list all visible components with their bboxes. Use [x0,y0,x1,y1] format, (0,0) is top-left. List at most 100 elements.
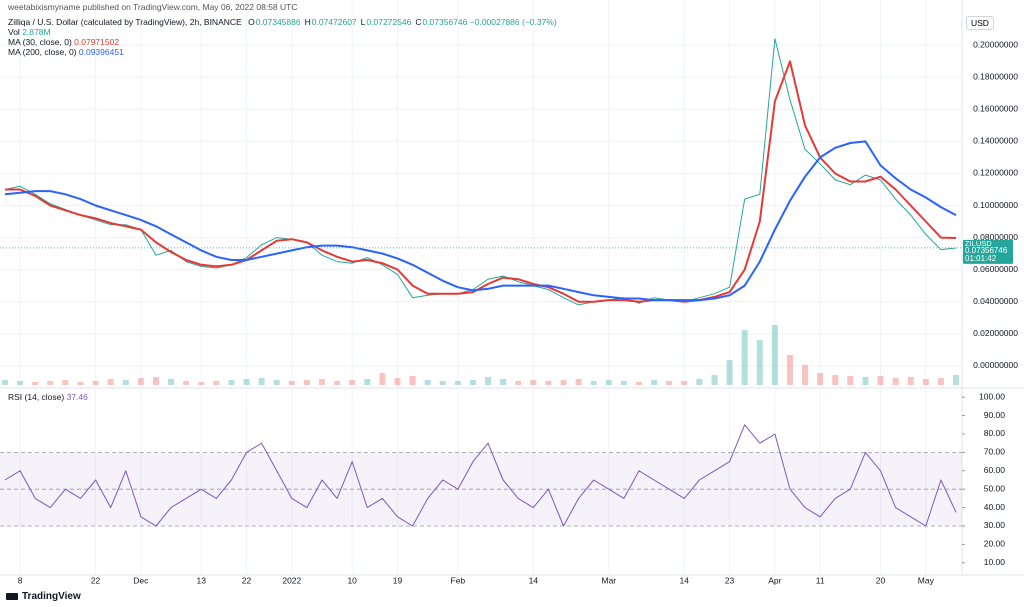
series-line [4,424,957,527]
volume-bar [847,376,854,385]
volume-bar [409,376,416,385]
volume-bar [17,381,24,385]
ohlc-label: H [304,17,311,27]
volume-bar [379,373,386,385]
x-tick-label: 20 [876,575,886,585]
ohlc-value: 0.07345886 [255,17,301,27]
volume-bar [802,365,809,385]
y-tick-label: 30.00 [984,520,1006,530]
volume-bar [892,378,899,385]
volume-bar [575,379,582,385]
x-tick-label: 23 [725,575,735,585]
volume-bar [620,381,627,385]
volume-bar [424,380,431,385]
y-tick-label: 20.00 [984,539,1006,549]
volume-bar [137,378,144,385]
volume-last: 2.878M [22,27,51,37]
y-tick-label: 0.08000000 [973,232,1018,242]
volume-bar [605,380,612,385]
y-tick-label: 0.02000000 [973,328,1018,338]
ma-name: MA (30, close, 0) [8,37,72,47]
volume-bar [303,380,310,385]
volume-bar [454,381,461,385]
ma-name: MA (200, close, 0) [8,47,77,57]
volume-bar [877,376,884,385]
volume-bar [756,340,763,385]
y-tick-label: 0.00000000 [973,360,1018,370]
ohlc-value: 0.07272546 [366,17,412,27]
x-tick-label: 14 [680,575,690,585]
x-tick-label: Mar [601,575,616,585]
legend-main: Zilliqa / U.S. Dollar (calculated by Tra… [8,17,557,27]
ohlc-label: C [415,17,422,27]
volume-bar [122,380,129,385]
volume-bar [183,381,190,385]
currency-badge[interactable]: USD [966,16,994,30]
volume-bar [937,378,944,385]
x-tick-label: Dec [133,575,149,585]
volume-bar [681,381,688,385]
legend-ma200: MA (200, close, 0) 0.09396451 [8,47,124,57]
volume-bar [922,379,929,385]
price-badge-symbol: ZILUSD [965,239,992,248]
y-tick-label: 70.00 [984,447,1006,457]
volume-bar [198,382,205,385]
volume-bar [213,381,220,385]
volume-bar [711,375,718,385]
volume-bar [394,378,401,385]
volume-bar [273,380,280,385]
y-tick-label: 60.00 [984,465,1006,475]
volume-bar [485,377,492,385]
volume-bar [243,379,250,385]
x-tick-label: 2022 [282,575,301,585]
volume-bar [2,380,8,385]
volume-bar [832,375,839,385]
ohlc-label: O [248,17,255,27]
y-tick-label: 100.00 [979,391,1005,401]
volume-bar [862,377,869,385]
change: −0.00027886 (−0.37%) [469,17,557,27]
volume-bar [636,382,642,385]
x-tick-label: 22 [242,575,252,585]
volume-bar [77,382,84,385]
volume-bar [168,379,175,385]
symbol-title: Zilliqa / U.S. Dollar (calculated by Tra… [8,17,242,27]
x-tick-label: 10 [347,575,357,585]
ma-last: 0.09396451 [78,47,124,57]
x-tick-label: 19 [393,575,403,585]
rsi-last: 37.46 [66,392,88,402]
volume-bar [590,381,597,385]
volume-bar [530,380,537,385]
volume-bar [107,379,114,385]
volume-bar [62,380,69,385]
price-badge-countdown: 01:01:42 [965,254,997,263]
volume-bar [741,330,748,385]
brand-name: TradingView [22,591,81,602]
volume-name: Vol [8,27,20,37]
price-badge [963,239,1013,264]
rsi-name: RSI (14, close) [8,392,65,402]
y-tick-label: 0.06000000 [973,264,1018,274]
y-tick-label: 80.00 [984,428,1006,438]
legend-ma30: MA (30, close, 0) 0.07971502 [8,37,119,47]
volume-bar [228,380,235,385]
volume-bar [334,381,341,385]
volume-bar [47,381,54,385]
y-tick-label: 40.00 [984,502,1006,512]
volume-bar [907,377,914,385]
y-tick-label: 0.16000000 [973,104,1018,114]
volume-bar [651,380,658,385]
volume-bar [545,381,552,385]
x-tick-label: Apr [768,575,781,585]
x-tick-label: 22 [91,575,101,585]
price-badge-value: 0.07356746 [965,246,1008,255]
y-tick-label: 0.18000000 [973,72,1018,82]
volume-bar [469,380,476,385]
volume-bar [515,381,522,385]
y-tick-label: 90.00 [984,410,1006,420]
volume-bar [152,377,159,385]
y-tick-label: 0.20000000 [973,40,1018,50]
volume-bar [258,378,265,385]
